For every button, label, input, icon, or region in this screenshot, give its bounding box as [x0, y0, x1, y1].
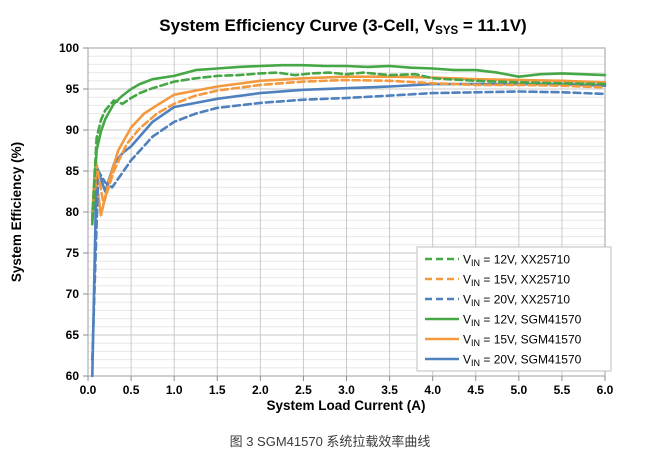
legend-item-1: VIN = 12V, XX25710 — [425, 253, 570, 269]
gridlines — [87, 47, 606, 377]
figure-caption: 图 3 SGM41570 系统拉载效率曲线 — [230, 434, 431, 449]
x-tick-label: 5.5 — [554, 383, 571, 397]
series-line-1 — [91, 71, 607, 222]
series-lines — [91, 63, 607, 378]
series-line-2 — [91, 78, 607, 214]
x-tick-label: 0.0 — [80, 383, 97, 397]
x-tick-label: 0.5 — [123, 383, 140, 397]
y-tick-label: 90 — [66, 123, 80, 137]
x-tick-label: 5.0 — [510, 383, 527, 397]
x-tick-label: 2.0 — [252, 383, 269, 397]
legend-box — [416, 246, 612, 372]
x-tick-label: 3.5 — [381, 383, 398, 397]
legend-label: VIN = 15V, XX25710 — [463, 273, 570, 289]
series-line-3 — [91, 90, 607, 361]
legend-item-2: VIN = 15V, XX25710 — [425, 273, 570, 289]
legend-label: VIN = 20V, XX25710 — [463, 293, 570, 309]
chart-title: System Efficiency Curve (3-Cell, VSYS = … — [159, 16, 526, 37]
legend-label: VIN = 12V, SGM41570 — [463, 313, 582, 329]
y-tick-label: 80 — [66, 205, 80, 219]
legend-item-6: VIN = 20V, SGM41570 — [425, 353, 582, 369]
series-line-4 — [91, 63, 607, 226]
y-tick-label: 100 — [59, 41, 79, 55]
y-tick-label: 85 — [66, 164, 80, 178]
legend-item-3: VIN = 20V, XX25710 — [425, 293, 570, 309]
series-line-5 — [91, 75, 607, 218]
x-axis-label: System Load Current (A) — [266, 398, 425, 413]
x-tick-label: 6.0 — [597, 383, 614, 397]
y-tick-label: 60 — [66, 369, 80, 383]
y-tick-label: 70 — [66, 287, 80, 301]
legend-item-5: VIN = 15V, SGM41570 — [425, 333, 582, 349]
x-tick-label: 2.5 — [295, 383, 312, 397]
x-tick-label: 3.0 — [338, 383, 355, 397]
y-tick-label: 75 — [66, 246, 80, 260]
legend-label: VIN = 20V, SGM41570 — [463, 353, 582, 369]
x-tick-label: 1.5 — [209, 383, 226, 397]
x-tick-label: 1.0 — [166, 383, 183, 397]
y-axis-label: System Efficiency (%) — [9, 142, 24, 282]
x-tick-label: 4.0 — [424, 383, 441, 397]
legend-label: VIN = 12V, XX25710 — [463, 253, 570, 269]
legend: VIN = 12V, XX25710 VIN = 15V, XX25710 VIN … — [416, 246, 612, 372]
y-tick-label: 95 — [66, 82, 80, 96]
x-tick-label: 4.5 — [467, 383, 484, 397]
legend-label: VIN = 15V, SGM41570 — [463, 333, 582, 349]
legend-item-4: VIN = 12V, SGM41570 — [425, 313, 582, 329]
axes-and-ticks: 0.0 0.5 1.0 1.5 2.0 2.5 3.0 3.5 4.0 4.5 5.0 5.5 6.0 6… — [59, 41, 614, 397]
y-tick-label: 65 — [66, 328, 80, 342]
